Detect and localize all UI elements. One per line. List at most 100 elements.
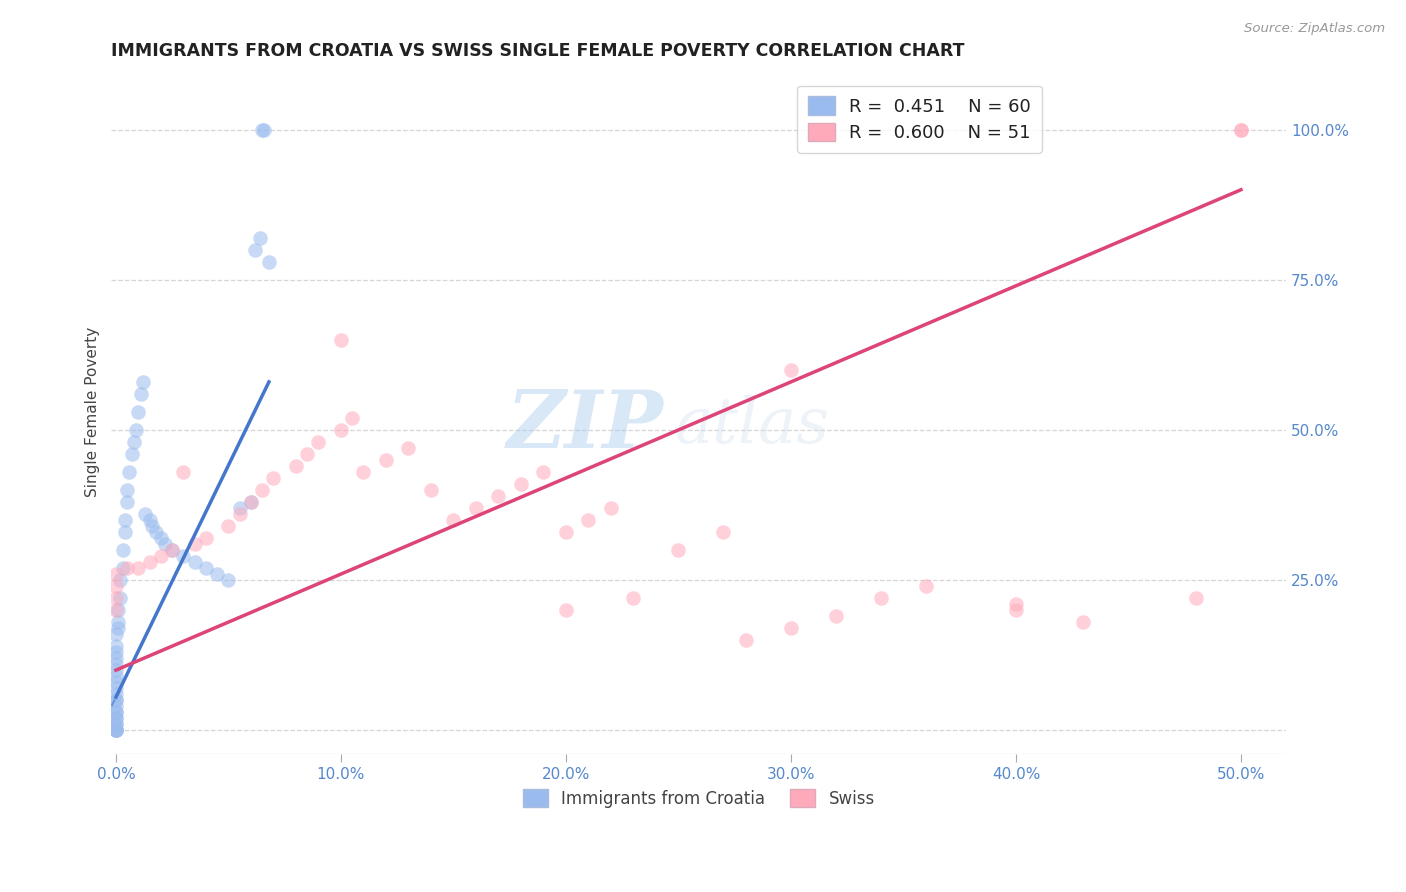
Point [149,549,172,563]
Point [194,531,217,545]
Point [555,524,578,539]
Point [104,723,127,738]
Point [228,501,250,516]
Point [155,537,177,551]
Point [245,243,267,257]
Legend: Immigrants from Croatia, Swiss: Immigrants from Croatia, Swiss [516,783,882,814]
Point [149,531,172,545]
Point [1073,615,1095,629]
Point [104,627,127,641]
Point [104,723,127,738]
Point [183,537,205,551]
Point [134,507,156,521]
Point [160,543,183,558]
Point [205,567,228,582]
Point [262,471,284,485]
Point [104,657,127,672]
Point [249,231,271,245]
Point [172,549,194,563]
Point [104,591,127,605]
Point [250,483,273,497]
Point [115,483,138,497]
Point [104,669,127,683]
Point [115,495,138,509]
Point [329,333,352,347]
Y-axis label: Single Female Poverty: Single Female Poverty [86,326,100,497]
Point [239,495,262,509]
Point [419,483,441,497]
Point [125,423,148,437]
Point [104,579,127,593]
Point [121,447,143,461]
Point [295,447,318,461]
Point [127,561,149,575]
Point [138,513,160,527]
Point [104,651,127,665]
Point [555,603,578,617]
Point [257,255,280,269]
Point [239,495,262,509]
Point [138,555,160,569]
Point [352,465,374,479]
Point [713,524,735,539]
Point [253,122,276,136]
Point [486,489,509,503]
Point [1185,591,1208,605]
Text: atlas: atlas [675,395,830,457]
Point [104,645,127,659]
Point [1230,122,1253,136]
Point [118,465,141,479]
Point [110,573,132,587]
Point [145,524,167,539]
Point [825,609,848,624]
Point [194,561,217,575]
Point [104,723,127,738]
Point [160,543,183,558]
Point [217,573,239,587]
Point [104,681,127,695]
Point [111,543,134,558]
Point [122,434,145,449]
Point [110,591,132,605]
Point [141,519,163,533]
Point [104,687,127,701]
Point [1230,122,1253,136]
Point [228,507,250,521]
Point [915,579,938,593]
Point [464,501,486,516]
Point [104,693,127,707]
Point [780,621,803,635]
Point [250,122,273,136]
Point [329,423,352,437]
Point [104,567,127,582]
Point [104,693,127,707]
Text: IMMIGRANTS FROM CROATIA VS SWISS SINGLE FEMALE POVERTY CORRELATION CHART: IMMIGRANTS FROM CROATIA VS SWISS SINGLE … [111,42,965,60]
Point [780,363,803,377]
Point [735,633,758,648]
Point [127,405,149,419]
Point [600,501,623,516]
Point [104,717,127,731]
Point [172,465,194,479]
Point [104,699,127,714]
Point [104,675,127,690]
Point [104,603,127,617]
Point [307,434,329,449]
Point [107,621,129,635]
Point [533,465,555,479]
Point [104,639,127,653]
Point [396,441,419,455]
Point [111,561,134,575]
Point [107,615,129,629]
Point [1005,603,1028,617]
Point [107,603,129,617]
Point [284,458,307,473]
Point [668,543,690,558]
Point [870,591,893,605]
Point [115,561,138,575]
Point [114,524,136,539]
Point [374,453,396,467]
Point [1005,597,1028,611]
Point [104,711,127,725]
Point [217,519,239,533]
